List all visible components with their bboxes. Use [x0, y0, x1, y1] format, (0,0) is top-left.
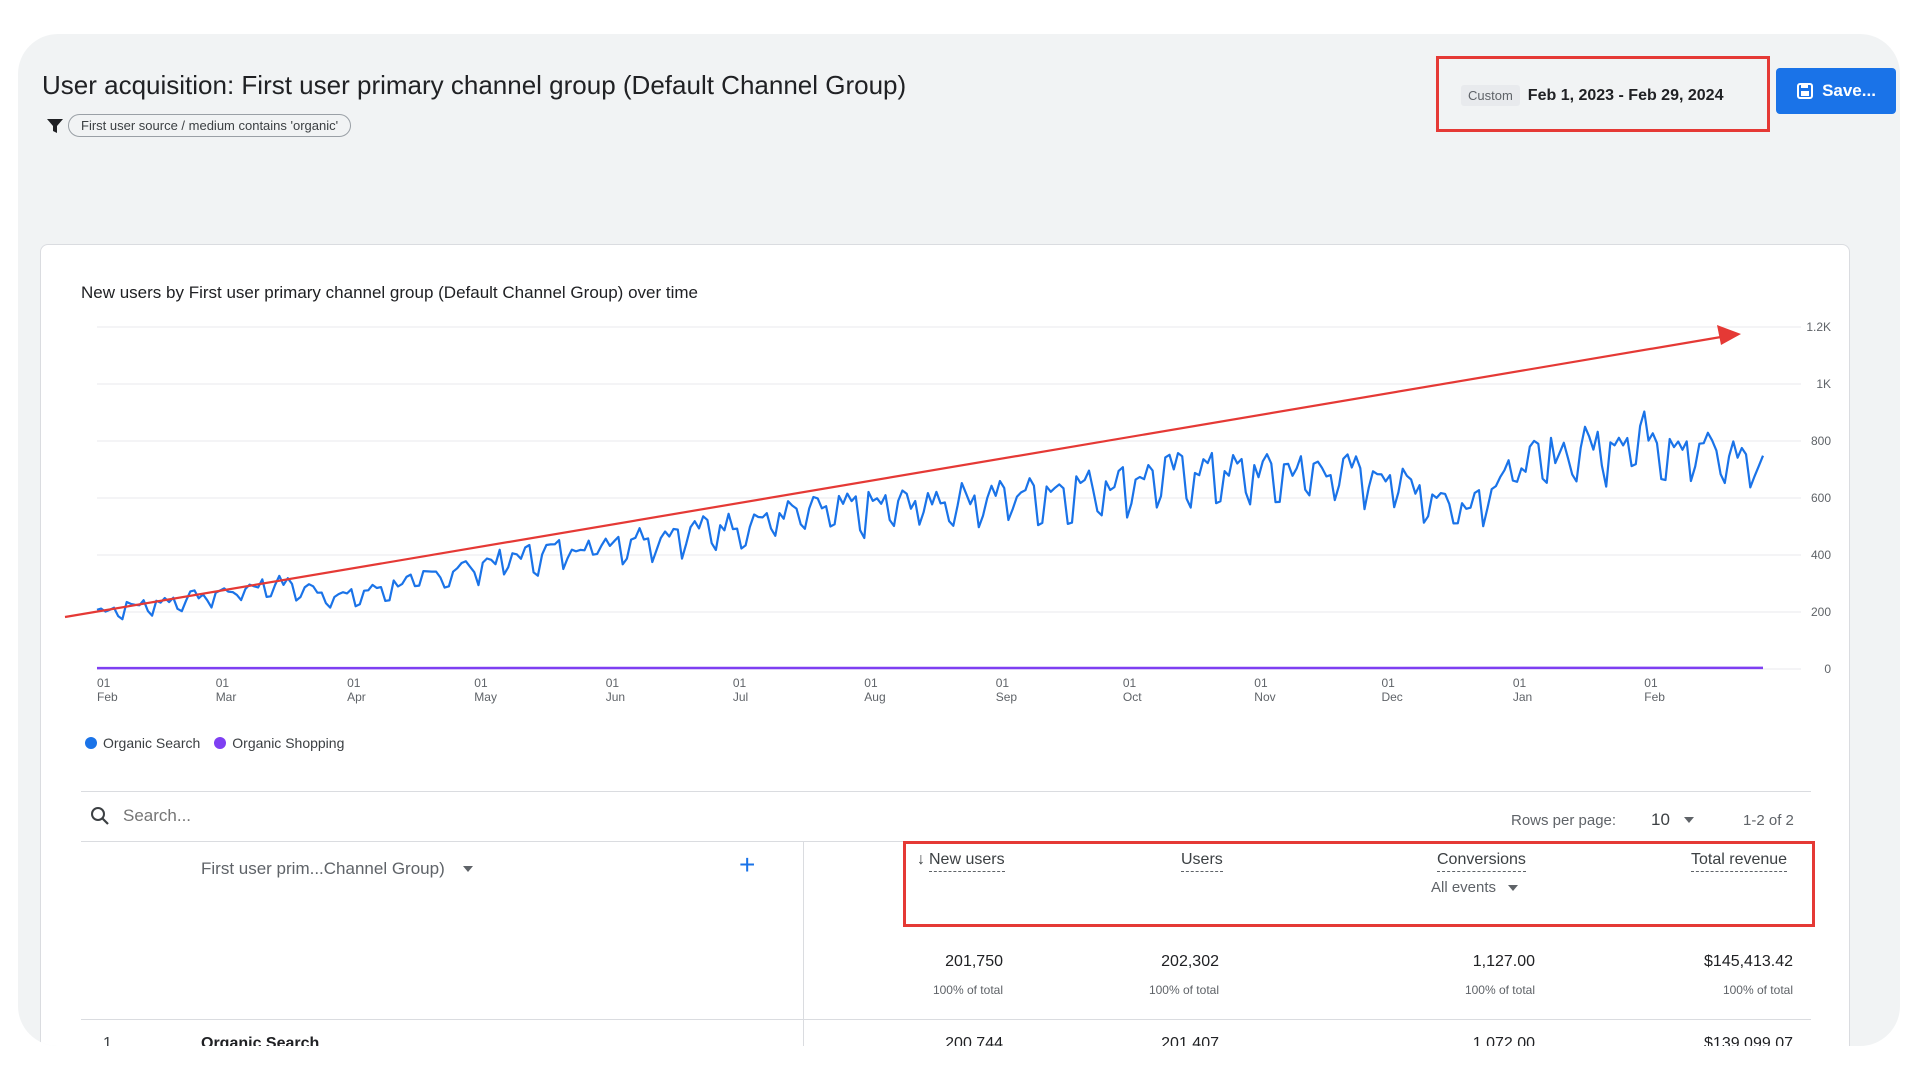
x-tick-day: 01 [1644, 676, 1658, 690]
search-icon [89, 805, 111, 827]
x-tick-month: Jan [1513, 690, 1532, 704]
x-tick-month: Feb [97, 690, 118, 704]
y-tick-label: 800 [1811, 434, 1831, 448]
divider [81, 1019, 1811, 1020]
col-label-users: Users [1181, 851, 1223, 872]
col-label-new-users: New users [929, 851, 1005, 872]
x-tick-day: 01 [1254, 676, 1268, 690]
chevron-down-icon [462, 866, 473, 872]
save-icon [1796, 82, 1814, 100]
y-tick-label: 600 [1811, 491, 1831, 505]
row-conversions: 1,072.00 [1472, 1035, 1535, 1046]
page-title: User acquisition: First user primary cha… [42, 70, 907, 100]
dimension-selector[interactable]: First user prim...Channel Group) [201, 859, 473, 879]
metric-headers-highlight [903, 841, 1815, 927]
x-tick-month: Aug [864, 690, 885, 704]
x-tick-day: 01 [606, 676, 620, 690]
legend-label-organic-search: Organic Search [103, 735, 201, 751]
y-tick-label: 200 [1811, 605, 1831, 619]
x-tick-month: Apr [347, 690, 366, 704]
dimension-header-label: First user prim...Channel Group) [201, 859, 445, 878]
x-tick-day: 01 [97, 676, 111, 690]
x-tick-day: 01 [1513, 676, 1527, 690]
total-revenue: $145,413.42 [1704, 953, 1793, 970]
total-new-users: 201,750 [945, 953, 1003, 970]
x-tick-month: Jun [606, 690, 625, 704]
x-tick-day: 01 [1381, 676, 1395, 690]
add-dimension-button[interactable]: + [739, 849, 756, 880]
col-header-new-users[interactable]: ↓ New users [917, 851, 1005, 872]
legend-item-organic-search[interactable]: Organic Search [85, 735, 200, 751]
x-tick-month: May [474, 690, 497, 704]
report-frame: User acquisition: First user primary cha… [18, 34, 1900, 1046]
chart-title: New users by First user primary channel … [81, 283, 698, 302]
x-tick-day: 01 [474, 676, 488, 690]
pagination-text: 1-2 of 2 [1743, 812, 1794, 829]
rows-per-page-select[interactable]: 10 [1651, 810, 1694, 830]
trend-arrow-line [64, 335, 1722, 619]
x-tick-month: Feb [1644, 690, 1665, 704]
legend-item-organic-shopping[interactable]: Organic Shopping [214, 735, 344, 751]
x-tick-day: 01 [996, 676, 1010, 690]
rows-per-page-label: Rows per page: [1511, 812, 1617, 829]
line-chart[interactable]: 02004006008001K1.2K01Feb01Mar01Apr01May0… [41, 245, 1851, 725]
x-tick-month: Sep [996, 690, 1018, 704]
y-tick-label: 1K [1816, 377, 1831, 391]
x-tick-day: 01 [216, 676, 230, 690]
conversions-event-selector[interactable]: All events [1431, 879, 1519, 896]
filter-chip[interactable]: First user source / medium contains 'org… [68, 114, 352, 137]
row-new-users: 200,744 [945, 1035, 1003, 1046]
date-range-text: Feb 1, 2023 - Feb 29, 2024 [1527, 86, 1724, 104]
total-users: 202,302 [1161, 953, 1219, 970]
legend-dot-organic-shopping [214, 737, 227, 749]
row-users: 201,407 [1161, 1035, 1219, 1046]
y-tick-label: 1.2K [1806, 320, 1831, 334]
save-button[interactable]: Save... [1776, 68, 1896, 114]
x-tick-day: 01 [864, 676, 878, 690]
filter-icon[interactable] [44, 115, 66, 137]
total-pct-conversions: 100% of total [1464, 983, 1535, 997]
report-card: New users by First user primary channel … [40, 244, 1850, 1046]
trend-arrow-head [1717, 325, 1741, 345]
legend-dot-organic-search [85, 737, 97, 749]
divider [81, 791, 1811, 792]
x-tick-month: Dec [1381, 690, 1402, 704]
date-range-picker[interactable]: Custom Feb 1, 2023 - Feb 29, 2024 [1436, 56, 1770, 132]
save-button-label: Save... [1822, 81, 1876, 100]
col-header-total-revenue[interactable]: Total revenue [1691, 851, 1788, 872]
series-line-organic-search [96, 410, 1765, 621]
row-index: 1 [103, 1035, 112, 1046]
total-pct-revenue: 100% of total [1722, 983, 1793, 997]
rows-per-page-value: 10 [1651, 810, 1670, 829]
total-pct-users: 100% of total [1148, 983, 1219, 997]
table-search [89, 805, 423, 827]
x-tick-day: 01 [1123, 676, 1137, 690]
sort-down-icon: ↓ [917, 851, 925, 868]
x-tick-month: Mar [216, 690, 237, 704]
chart-legend: Organic Search Organic Shopping [85, 735, 344, 751]
x-tick-day: 01 [347, 676, 361, 690]
y-tick-label: 400 [1811, 548, 1831, 562]
x-tick-month: Jul [733, 690, 748, 704]
x-tick-month: Oct [1123, 690, 1142, 704]
column-divider [803, 841, 804, 1046]
col-header-conversions[interactable]: Conversions [1437, 851, 1526, 872]
y-tick-label: 0 [1824, 662, 1831, 676]
filter-row: First user source / medium contains 'org… [44, 114, 352, 137]
date-custom-label: Custom [1461, 85, 1520, 106]
chevron-down-icon [1683, 817, 1694, 823]
total-conversions: 1,127.00 [1472, 953, 1535, 970]
x-tick-month: Nov [1254, 690, 1275, 704]
x-tick-day: 01 [733, 676, 747, 690]
chevron-down-icon [1508, 884, 1519, 891]
legend-label-organic-shopping: Organic Shopping [232, 735, 345, 751]
total-pct-new-users: 100% of total [932, 983, 1003, 997]
row-total-revenue: $139,099.07 [1704, 1035, 1793, 1046]
col-label-total-revenue: Total revenue [1691, 851, 1788, 872]
col-label-conversions: Conversions [1437, 851, 1526, 872]
conversions-sub-label: All events [1431, 879, 1497, 896]
col-header-users[interactable]: Users [1181, 851, 1223, 872]
row-dimension-value[interactable]: Organic Search [201, 1035, 320, 1046]
search-input[interactable] [123, 806, 423, 826]
